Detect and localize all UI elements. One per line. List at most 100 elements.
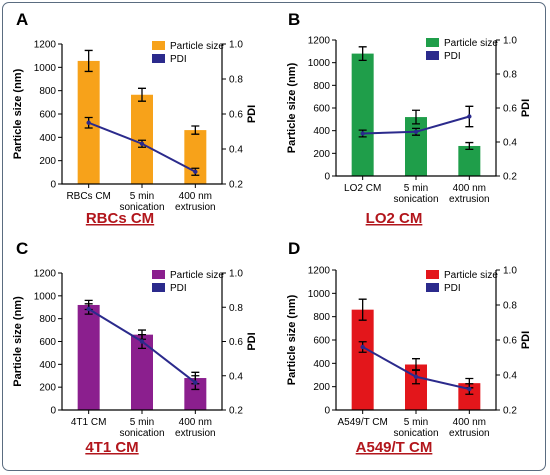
y2-tick-label: 0.4 bbox=[229, 145, 243, 156]
legend-bar-label: Particle size bbox=[170, 41, 224, 52]
y-tick-label: 0 bbox=[324, 406, 330, 417]
pdi-point bbox=[139, 141, 145, 146]
y2-tick-label: 0.6 bbox=[503, 104, 517, 115]
y-tick-label: 1200 bbox=[308, 266, 331, 277]
x-tick-label: 400 nm extrusion bbox=[449, 183, 490, 205]
panel-label: D bbox=[288, 239, 300, 258]
y2-tick-label: 1.0 bbox=[229, 40, 243, 51]
y-tick-label: 1200 bbox=[34, 269, 57, 280]
legend-line-label: PDI bbox=[170, 54, 187, 65]
y-tick-label: 0 bbox=[50, 406, 56, 417]
chart-panel-b: B 0 200 400 600 800 1000 1200 0.2 0.4 0.6 0.8 1.0 LO2… bbox=[286, 10, 532, 227]
chart-panel-c: C 0 200 400 600 800 1000 1200 0.2 0.4 0.6 0.8 1.0 4T1… bbox=[12, 239, 258, 456]
y-tick-label: 600 bbox=[313, 104, 330, 115]
y-tick-label: 1000 bbox=[308, 289, 331, 300]
y-axis-title: Particle size (nm) bbox=[286, 294, 298, 385]
y2-axis-title: PDI bbox=[246, 105, 258, 123]
legend-line-swatch bbox=[152, 54, 165, 63]
y-tick-label: 600 bbox=[39, 337, 56, 348]
y-tick-label: 400 bbox=[313, 359, 330, 370]
legend-line-label: PDI bbox=[170, 283, 187, 294]
y-axis-title: Particle size (nm) bbox=[12, 68, 24, 159]
chart-panel-d: D 0 200 400 600 800 1000 1200 0.2 0.4 0.6 0.8 1.0 A54… bbox=[286, 239, 532, 456]
y2-tick-label: 0.8 bbox=[229, 75, 243, 86]
legend-bar-swatch bbox=[426, 38, 439, 47]
legend-bar-label: Particle size bbox=[170, 270, 224, 281]
y2-axis-title: PDI bbox=[520, 331, 532, 349]
bar-error-bar bbox=[412, 109, 420, 125]
pdi-point bbox=[139, 339, 145, 344]
y2-tick-label: 0.8 bbox=[503, 70, 517, 81]
bar bbox=[458, 383, 481, 410]
y2-tick-label: 0.4 bbox=[503, 371, 517, 382]
pdi-point bbox=[86, 120, 91, 125]
panel-label: A bbox=[16, 10, 28, 29]
y-tick-label: 800 bbox=[39, 86, 56, 97]
panel-caption: LO2 CM bbox=[366, 210, 423, 227]
pdi-point bbox=[193, 169, 198, 174]
bar-error-bar bbox=[84, 49, 93, 73]
bar-error-bar bbox=[358, 46, 367, 62]
y-axis-title: Particle size (nm) bbox=[286, 62, 298, 153]
y-tick-label: 1000 bbox=[308, 58, 331, 69]
y2-tick-label: 0.6 bbox=[229, 337, 243, 348]
y-tick-label: 600 bbox=[39, 110, 56, 121]
legend-bar-swatch bbox=[426, 270, 439, 279]
panel-label: B bbox=[288, 10, 300, 29]
y-tick-label: 200 bbox=[313, 382, 330, 393]
bar bbox=[77, 304, 100, 410]
y-tick-label: 600 bbox=[313, 336, 330, 347]
x-tick-label: LO2 CM bbox=[344, 183, 381, 194]
y-tick-label: 1000 bbox=[34, 63, 57, 74]
y-tick-label: 0 bbox=[324, 172, 330, 183]
x-tick-label: A549/T CM bbox=[337, 417, 387, 428]
pdi-point bbox=[360, 131, 365, 136]
legend-line-swatch bbox=[152, 283, 165, 292]
y2-tick-label: 0.4 bbox=[503, 138, 517, 149]
bar bbox=[458, 145, 481, 176]
y-tick-label: 0 bbox=[50, 180, 56, 191]
x-tick-label: 400 nm extrusion bbox=[175, 191, 216, 213]
legend-bar-label: Particle size bbox=[444, 38, 498, 49]
bar-error-bar bbox=[138, 87, 146, 102]
y2-tick-label: 0.8 bbox=[503, 301, 517, 312]
legend-line-label: PDI bbox=[444, 51, 461, 62]
x-tick-label: 400 nm extrusion bbox=[175, 417, 216, 439]
x-tick-label: 400 nm extrusion bbox=[449, 417, 490, 439]
y2-tick-label: 1.0 bbox=[503, 36, 517, 47]
bar bbox=[184, 378, 207, 410]
x-tick-label: 4T1 CM bbox=[71, 417, 107, 428]
y-tick-label: 400 bbox=[313, 126, 330, 137]
legend-bar-swatch bbox=[152, 270, 165, 279]
y2-tick-label: 0.6 bbox=[503, 336, 517, 347]
y2-tick-label: 0.2 bbox=[229, 406, 243, 417]
bar bbox=[131, 334, 153, 410]
pdi-point bbox=[360, 344, 365, 350]
y2-tick-label: 0.2 bbox=[503, 406, 517, 417]
legend-line-label: PDI bbox=[444, 283, 461, 294]
y-tick-label: 200 bbox=[39, 383, 56, 394]
y-tick-label: 200 bbox=[313, 149, 330, 160]
y-tick-label: 800 bbox=[313, 312, 330, 323]
x-tick-label: 5 min sonication bbox=[393, 417, 438, 439]
y2-tick-label: 0.2 bbox=[229, 180, 243, 191]
bar-error-bar bbox=[358, 298, 367, 321]
y2-axis-title: PDI bbox=[246, 332, 258, 350]
pdi-point bbox=[193, 380, 198, 385]
y2-tick-label: 1.0 bbox=[229, 269, 243, 280]
bar bbox=[405, 117, 427, 176]
y-tick-label: 1000 bbox=[34, 291, 57, 302]
legend-line-swatch bbox=[426, 51, 439, 60]
bar bbox=[184, 130, 207, 184]
y2-tick-label: 0.4 bbox=[229, 371, 243, 382]
x-tick-label: RBCs CM bbox=[66, 191, 110, 202]
y-tick-label: 800 bbox=[39, 314, 56, 325]
bar-error-bar bbox=[191, 125, 200, 135]
y-tick-label: 1200 bbox=[34, 40, 57, 51]
y-tick-label: 400 bbox=[39, 133, 56, 144]
y2-tick-label: 1.0 bbox=[503, 266, 517, 277]
x-tick-label: 5 min sonication bbox=[119, 417, 164, 439]
y-tick-label: 800 bbox=[313, 81, 330, 92]
pdi-point bbox=[413, 374, 419, 379]
